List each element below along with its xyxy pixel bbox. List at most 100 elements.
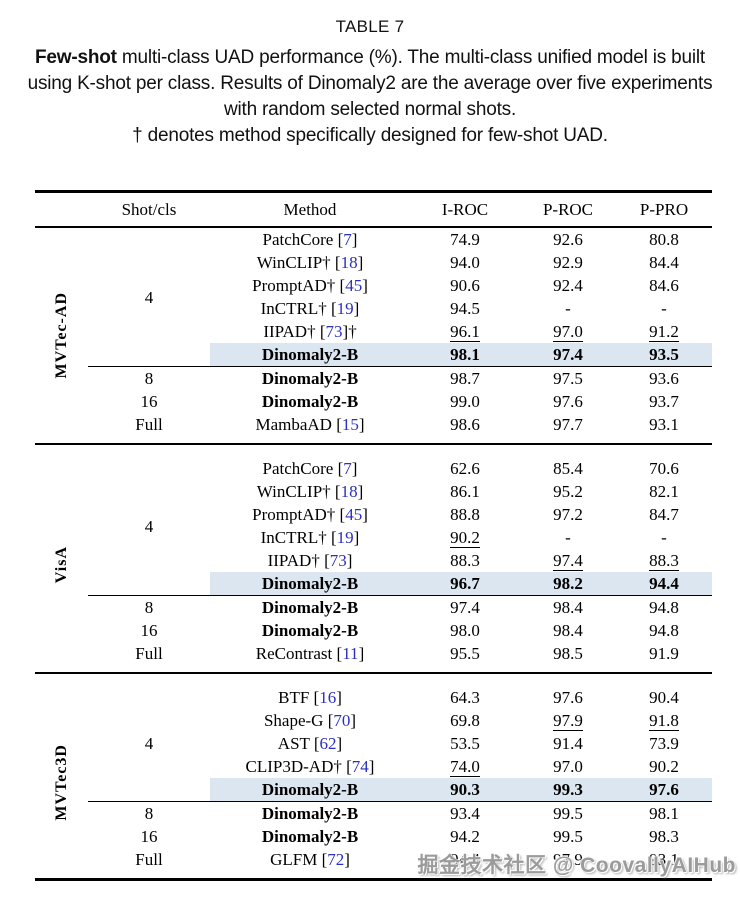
citation-link[interactable]: 16 (319, 688, 337, 707)
value-cell: 93.7 (649, 392, 679, 411)
method-name: InCTRL† (260, 528, 327, 547)
caption-bold-lead: Few-shot (35, 47, 117, 68)
table-row: IIPAD† [73]† 96.1 97.0 91.2 (35, 320, 712, 343)
value-cell: 85.4 (520, 443, 616, 480)
method-name: PatchCore (262, 459, 334, 478)
method-cell: Dinomaly2-B (210, 390, 410, 413)
value-cell: 64.3 (410, 672, 520, 709)
method-cell: GLFM [72] (270, 850, 350, 869)
citation-link[interactable]: 11 (342, 644, 359, 663)
value-cell: 93.5 (616, 343, 712, 367)
results-table: Shot/cls Method I-ROC P-ROC P-PRO MVTec-AD 4 P… (35, 190, 712, 881)
table-row: 16 Dinomaly2-B 98.0 98.4 94.8 (35, 619, 712, 642)
method-name: PromptAD† (252, 505, 336, 524)
value-cell: 86.1 (450, 482, 480, 501)
method-cell: WinCLIP† [18] (256, 482, 364, 501)
method-name: IIPAD† (267, 551, 320, 570)
table-row: MVTec3D 4 BTF [16] 64.3 97.6 90.4 (35, 672, 712, 880)
value-cell: 97.0 (553, 757, 583, 776)
citation-link[interactable]: 7 (343, 230, 352, 249)
citation-link[interactable]: 45 (345, 505, 363, 524)
corner-cell (35, 190, 88, 228)
table-row: MVTec-AD 4 PatchCore [7] 74.9 92.6 80.8 (35, 227, 712, 379)
citation-link[interactable]: 70 (333, 711, 351, 730)
table-row: Full MambaAD [15] 98.6 97.7 93.1 (35, 413, 712, 444)
value-cell: 90.2 (410, 526, 520, 549)
citation-link[interactable]: 72 (327, 850, 345, 869)
table-row: CLIP3D-AD† [74] 74.0 97.0 90.2 (35, 755, 712, 778)
value-cell: 90.3 (410, 778, 520, 802)
value-cell: 70.6 (616, 443, 712, 480)
value-cell: 91.4 (553, 734, 583, 753)
method-name: Dinomaly2-B (261, 392, 359, 411)
value-cell: 98.2 (520, 572, 616, 596)
value-cell: 97.5 (520, 366, 616, 390)
shot-cell: 16 (140, 392, 158, 411)
table-row: Dinomaly2-B 90.3 99.3 97.6 (35, 778, 712, 802)
value-cell: - (661, 528, 667, 547)
section-mvtec-ad: MVTec-AD 4 PatchCore [7] 74.9 92.6 80.8 WinCLI… (35, 227, 712, 444)
citation-link[interactable]: 18 (340, 482, 358, 501)
value-cell: 98.4 (520, 595, 616, 619)
value-cell: 91.2 (616, 320, 712, 343)
underlined-value: 91.2 (649, 322, 679, 342)
table-row: Dinomaly2-B 96.7 98.2 94.4 (35, 572, 712, 596)
citation-link[interactable]: 19 (336, 528, 354, 547)
method-cell: InCTRL† [19] (260, 528, 360, 547)
method-cell: PatchCore [7] (210, 443, 410, 480)
value-cell: 97.6 (520, 672, 616, 709)
citation-link[interactable]: 73 (325, 322, 343, 341)
citation-link[interactable]: 74 (351, 757, 369, 776)
shot-cell: 8 (88, 801, 210, 825)
value-cell: 98.0 (450, 621, 480, 640)
value-cell: 97.9 (520, 709, 616, 732)
underlined-value: 97.0 (553, 322, 583, 342)
citation-link[interactable]: 18 (340, 253, 358, 272)
value-cell: 97.0 (520, 320, 616, 343)
col-header-p-roc: P-ROC (520, 190, 616, 228)
value-cell: - (661, 299, 667, 318)
value-cell: 93.6 (616, 366, 712, 390)
value-cell: 74.9 (450, 230, 480, 249)
method-cell: Dinomaly2-B (210, 778, 410, 802)
value-cell: 99.5 (553, 827, 583, 846)
citation-link[interactable]: 73 (329, 551, 347, 570)
underlined-value: 90.2 (450, 528, 480, 548)
value-cell: 94.4 (616, 572, 712, 596)
table-row: PromptAD† [45] 88.8 97.2 84.7 (35, 503, 712, 526)
value-cell: 98.3 (649, 827, 679, 846)
value-cell: 82.1 (649, 482, 679, 501)
value-cell: 88.8 (450, 505, 480, 524)
value-cell: - (565, 299, 571, 318)
method-name: InCTRL† (260, 299, 327, 318)
value-cell: 93.1 (649, 850, 679, 869)
method-name: MambaAD (255, 415, 332, 434)
table-caption: Few-shot multi-class UAD performance (%)… (16, 45, 724, 149)
citation-link[interactable]: 19 (336, 299, 354, 318)
method-name: AST (277, 734, 310, 753)
citation-link[interactable]: 15 (341, 415, 359, 434)
value-cell: 91.8 (616, 709, 712, 732)
citation-link[interactable]: 45 (345, 276, 363, 295)
citation-link[interactable]: 62 (319, 734, 337, 753)
underlined-value: 91.8 (649, 711, 679, 731)
value-cell: 93.1 (649, 415, 679, 434)
underlined-value: 88.3 (649, 551, 679, 571)
citation-link[interactable]: 7 (343, 459, 352, 478)
value-cell: 90.6 (450, 276, 480, 295)
method-cell: IIPAD† [73]† (263, 322, 357, 341)
method-name: Dinomaly2-B (261, 574, 359, 593)
method-name: PromptAD† (252, 276, 336, 295)
dataset-label: VisA (53, 545, 70, 584)
method-cell: CLIP3D-AD† [74] (245, 757, 375, 776)
method-cell: Dinomaly2-B (210, 572, 410, 596)
table-row: Full ReContrast [11] 95.5 98.5 91.9 (35, 642, 712, 673)
value-cell: 97.7 (553, 415, 583, 434)
value-cell: 84.7 (649, 505, 679, 524)
shot-cell: 8 (88, 366, 210, 390)
method-name: CLIP3D-AD† (245, 757, 342, 776)
dataset-cell: MVTec-AD (35, 227, 88, 444)
method-cell: PromptAD† [45] (252, 276, 368, 295)
value-cell: 97.6 (616, 778, 712, 802)
table-row: Dinomaly2-B 98.1 97.4 93.5 (35, 343, 712, 367)
